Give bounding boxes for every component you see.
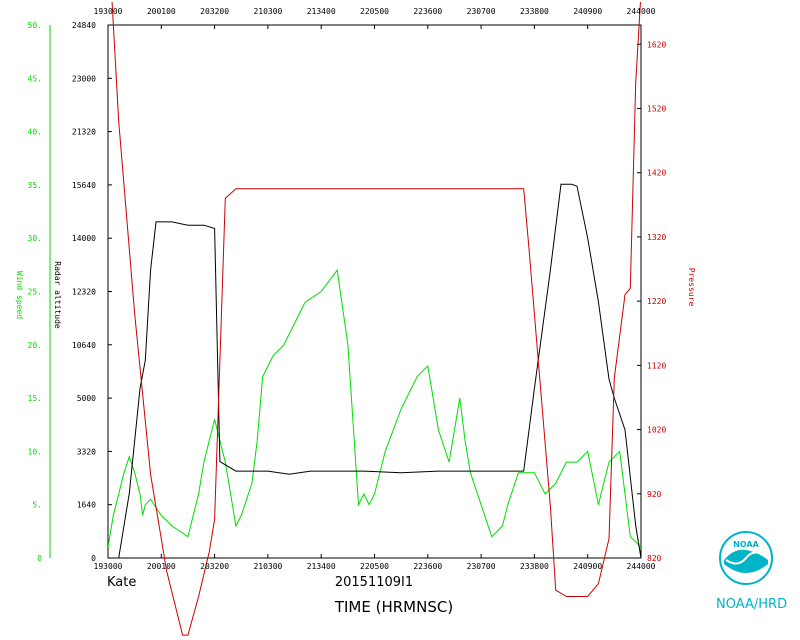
altitude-tick-label: 21320: [72, 128, 96, 137]
x-tick-label-top: 244000: [627, 7, 656, 16]
x-tick-label-bottom: 213400: [307, 562, 336, 571]
altitude-tick-label: 5000: [77, 394, 96, 403]
x-tick-label-top: 210300: [253, 7, 282, 16]
flight-id: 20151109I1: [335, 575, 413, 590]
logo-text: NOAA: [733, 540, 759, 549]
x-tick-label-top: 233800: [520, 7, 549, 16]
wind-axis-label: Wind speed: [15, 271, 24, 319]
altitude-tick-label: 1640: [77, 501, 96, 510]
altitude-tick-label: 23000: [72, 74, 96, 83]
x-tick-label-top: 240900: [573, 7, 602, 16]
series-altitude-line: [108, 183, 641, 559]
x-tick-label-top: 200100: [147, 7, 176, 16]
altitude-tick-label: 3320: [77, 447, 96, 456]
x-tick-label-top: 203200: [200, 7, 229, 16]
x-tick-label-bottom: 220500: [360, 562, 389, 571]
x-tick-label-bottom: 230700: [467, 562, 496, 571]
x-tick-label-top: 230700: [467, 7, 496, 16]
altitude-tick-label: 15640: [72, 181, 96, 190]
tick-labels: 193000 193000 200100 200100 203200 203200 2103…: [28, 7, 667, 571]
pressure-tick-label: 1020: [647, 426, 666, 435]
wind-tick-label: 35.: [28, 181, 42, 190]
altitude-tick-label: 0: [91, 554, 96, 563]
org-label: NOAA/HRD: [716, 597, 788, 612]
pressure-tick-label: 1320: [647, 233, 666, 242]
wind-tick-label: 50.: [28, 21, 42, 30]
noaa-logo: NOAA: [719, 531, 773, 585]
x-tick-label-top: 213400: [307, 7, 336, 16]
pressure-tick-label: 1220: [647, 297, 666, 306]
x-tick-label-top: 193000: [94, 7, 123, 16]
series-wind-line: [108, 268, 641, 548]
wind-tick-label: 25.: [28, 288, 42, 297]
wind-tick-label: 40.: [28, 128, 42, 137]
wind-tick-label: 0: [37, 554, 42, 563]
pressure-tick-label: 1620: [647, 40, 666, 49]
series-pressure-line: [111, 2, 641, 636]
pressure-tick-label: 1520: [647, 104, 666, 113]
x-tick-label-top: 220500: [360, 7, 389, 16]
altitude-tick-label: 24840: [72, 21, 96, 30]
pressure-tick-label: 1420: [647, 169, 666, 178]
wind-tick-label: 20.: [28, 341, 42, 350]
x-tick-label-bottom: 203200: [200, 562, 229, 571]
wind-tick-label: 5.: [32, 501, 42, 510]
series-layer: [108, 2, 641, 636]
altitude-tick-label: 10640: [72, 341, 96, 350]
pressure-tick-label: 920: [647, 490, 662, 499]
x-tick-label-bottom: 223600: [413, 562, 442, 571]
wind-tick-label: 45.: [28, 74, 42, 83]
wind-tick-label: 15.: [28, 394, 42, 403]
wind-tick-label: 10.: [28, 447, 42, 456]
x-axis-title: TIME (HRMNSC): [334, 598, 453, 616]
storm-name: Kate: [107, 575, 136, 590]
altitude-tick-label: 14000: [72, 234, 96, 243]
x-tick-label-bottom: 210300: [253, 562, 282, 571]
x-tick-label-bottom: 244000: [627, 562, 656, 571]
wind-tick-label: 30.: [28, 234, 42, 243]
x-tick-label-bottom: 200100: [147, 562, 176, 571]
x-tick-label-bottom: 240900: [573, 562, 602, 571]
pressure-axis-label: Pressure: [687, 268, 696, 307]
altitude-tick-label: 12320: [72, 288, 96, 297]
x-tick-label-top: 223600: [413, 7, 442, 16]
pressure-tick-label: 1120: [647, 361, 666, 370]
altitude-axis-label: Radar altitude: [53, 261, 62, 329]
tick-marks: [49, 24, 642, 559]
pressure-tick-label: 820: [647, 554, 662, 563]
plot-frame: [107, 24, 642, 559]
x-tick-label-bottom: 233800: [520, 562, 549, 571]
x-tick-label-bottom: 193000: [94, 562, 123, 571]
